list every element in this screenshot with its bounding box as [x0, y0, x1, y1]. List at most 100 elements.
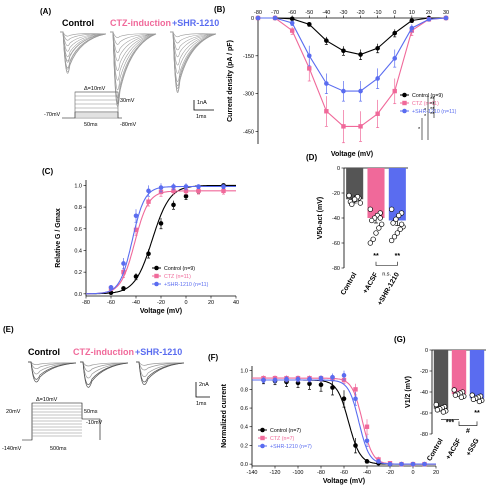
trace-a — [110, 31, 157, 91]
bar-2 — [469, 350, 485, 399]
y-tick-label: 0.8 — [74, 205, 82, 211]
significance-marker: n.s. — [382, 272, 391, 278]
x-tick-label: -20 — [157, 300, 165, 306]
data-point-1 — [341, 124, 346, 129]
x-tick-label: -80 — [254, 10, 262, 16]
individual-point — [352, 196, 358, 202]
legend-entry: Control (n=7) — [270, 428, 301, 434]
x-tick-label: -70 — [271, 10, 279, 16]
individual-point — [470, 396, 477, 403]
y-tick-label: 0.0 — [240, 462, 248, 468]
panel-label-d: (D) — [306, 153, 317, 162]
data-point-2 — [289, 20, 295, 26]
y-tick-label: 0.8 — [240, 387, 248, 393]
individual-point — [397, 226, 403, 232]
data-point-0 — [375, 45, 380, 51]
legend-marker — [154, 265, 159, 271]
panel-a: (A) Control CTZ-induction +SHR-1210 Δ=10… — [40, 7, 219, 128]
legend-marker — [260, 427, 265, 433]
trace-e — [28, 361, 77, 369]
trace-a — [60, 31, 107, 37]
data-point-2 — [158, 185, 164, 190]
y-tick-label: 0.6 — [240, 406, 248, 412]
data-point-2 — [261, 377, 266, 383]
data-point-1 — [307, 66, 312, 71]
scale-current-a: 1nA — [197, 100, 207, 106]
data-point-1 — [289, 28, 295, 33]
individual-point — [349, 201, 355, 207]
significance-marker: ** — [430, 112, 435, 118]
individual-point — [369, 217, 375, 224]
trace-e — [136, 361, 185, 377]
y-axis-label: Normalized current — [221, 383, 228, 447]
data-point-2 — [255, 15, 261, 21]
y-tick-label: -80 — [420, 432, 428, 438]
legend-marker — [260, 443, 265, 449]
significance-marker: ** — [395, 253, 401, 260]
bar-1 — [367, 168, 385, 218]
data-point-0 — [392, 30, 398, 36]
individual-point — [391, 234, 398, 240]
panel-f-chart: (F) -140 -120 -100 -80 -60 -40 -20 0 20 0.0 0.2 0.4 0… — [208, 353, 439, 485]
trace-a — [170, 31, 217, 57]
significance-marker: # — [466, 428, 470, 435]
title-ctz-a: CTZ-induction — [110, 18, 171, 28]
panel-label-c: (C) — [42, 167, 53, 176]
y-tick-label: 0.0 — [74, 292, 82, 298]
category-label: +ACSF — [445, 437, 463, 461]
scale-time-e: 1ms — [196, 401, 207, 407]
data-point-2 — [196, 184, 201, 189]
data-point-1 — [221, 188, 226, 194]
series-line-0 — [258, 17, 446, 56]
y-tick-label: -60 — [332, 241, 340, 247]
data-point-1 — [183, 188, 189, 194]
trace-a — [60, 31, 107, 68]
y-axis-label: V1/2 (mV) — [405, 376, 412, 408]
data-point-0 — [341, 48, 346, 54]
significance-marker: * — [424, 108, 427, 114]
x-tick-label: -20 — [386, 470, 394, 476]
bar-1 — [451, 350, 467, 395]
legend-entry: +SHR-1210 (n=7) — [270, 444, 312, 450]
data-point-2 — [341, 373, 347, 378]
data-point-2 — [364, 438, 370, 444]
panel-label-b: (B) — [214, 5, 225, 14]
y-tick-label: -40 — [420, 390, 428, 396]
y-tick-label: -60 — [420, 411, 428, 417]
trace-a — [110, 31, 157, 104]
trace-e — [80, 361, 129, 379]
significance-marker: ** — [430, 102, 435, 108]
y-tick-label: 0.2 — [74, 270, 82, 276]
voltage-protocol-e — [22, 402, 101, 441]
individual-point — [394, 230, 400, 236]
category-label: +SSG — [465, 437, 481, 457]
data-point-2 — [272, 377, 278, 383]
data-point-0 — [409, 18, 415, 23]
protocol-test-e: -10mV — [86, 420, 103, 426]
protocol-duration1-e: 50ms — [84, 409, 98, 415]
trace-e — [80, 361, 129, 367]
voltage-protocol-a — [62, 91, 122, 119]
current-traces-e — [28, 361, 185, 388]
individual-point — [393, 216, 399, 222]
individual-point — [458, 394, 465, 400]
data-point-0 — [289, 16, 295, 22]
trace-e — [136, 361, 185, 371]
individual-point — [367, 240, 373, 246]
trace-a — [170, 31, 217, 38]
data-point-2 — [341, 88, 346, 94]
data-point-2 — [284, 376, 289, 382]
data-point-2 — [272, 15, 278, 21]
trace-a — [170, 31, 217, 82]
y-axis-label: Current density (pA / pF) — [227, 40, 234, 122]
legend-marker — [260, 435, 265, 441]
y-tick-label: -80 — [332, 266, 340, 272]
data-point-2 — [422, 461, 427, 467]
current-traces-a — [60, 31, 217, 107]
protocol-top-a: 30mV — [120, 98, 135, 104]
series-line-2 — [86, 185, 236, 295]
data-point-0 — [330, 385, 335, 390]
bar-0 — [433, 350, 449, 409]
data-point-2 — [375, 76, 380, 81]
